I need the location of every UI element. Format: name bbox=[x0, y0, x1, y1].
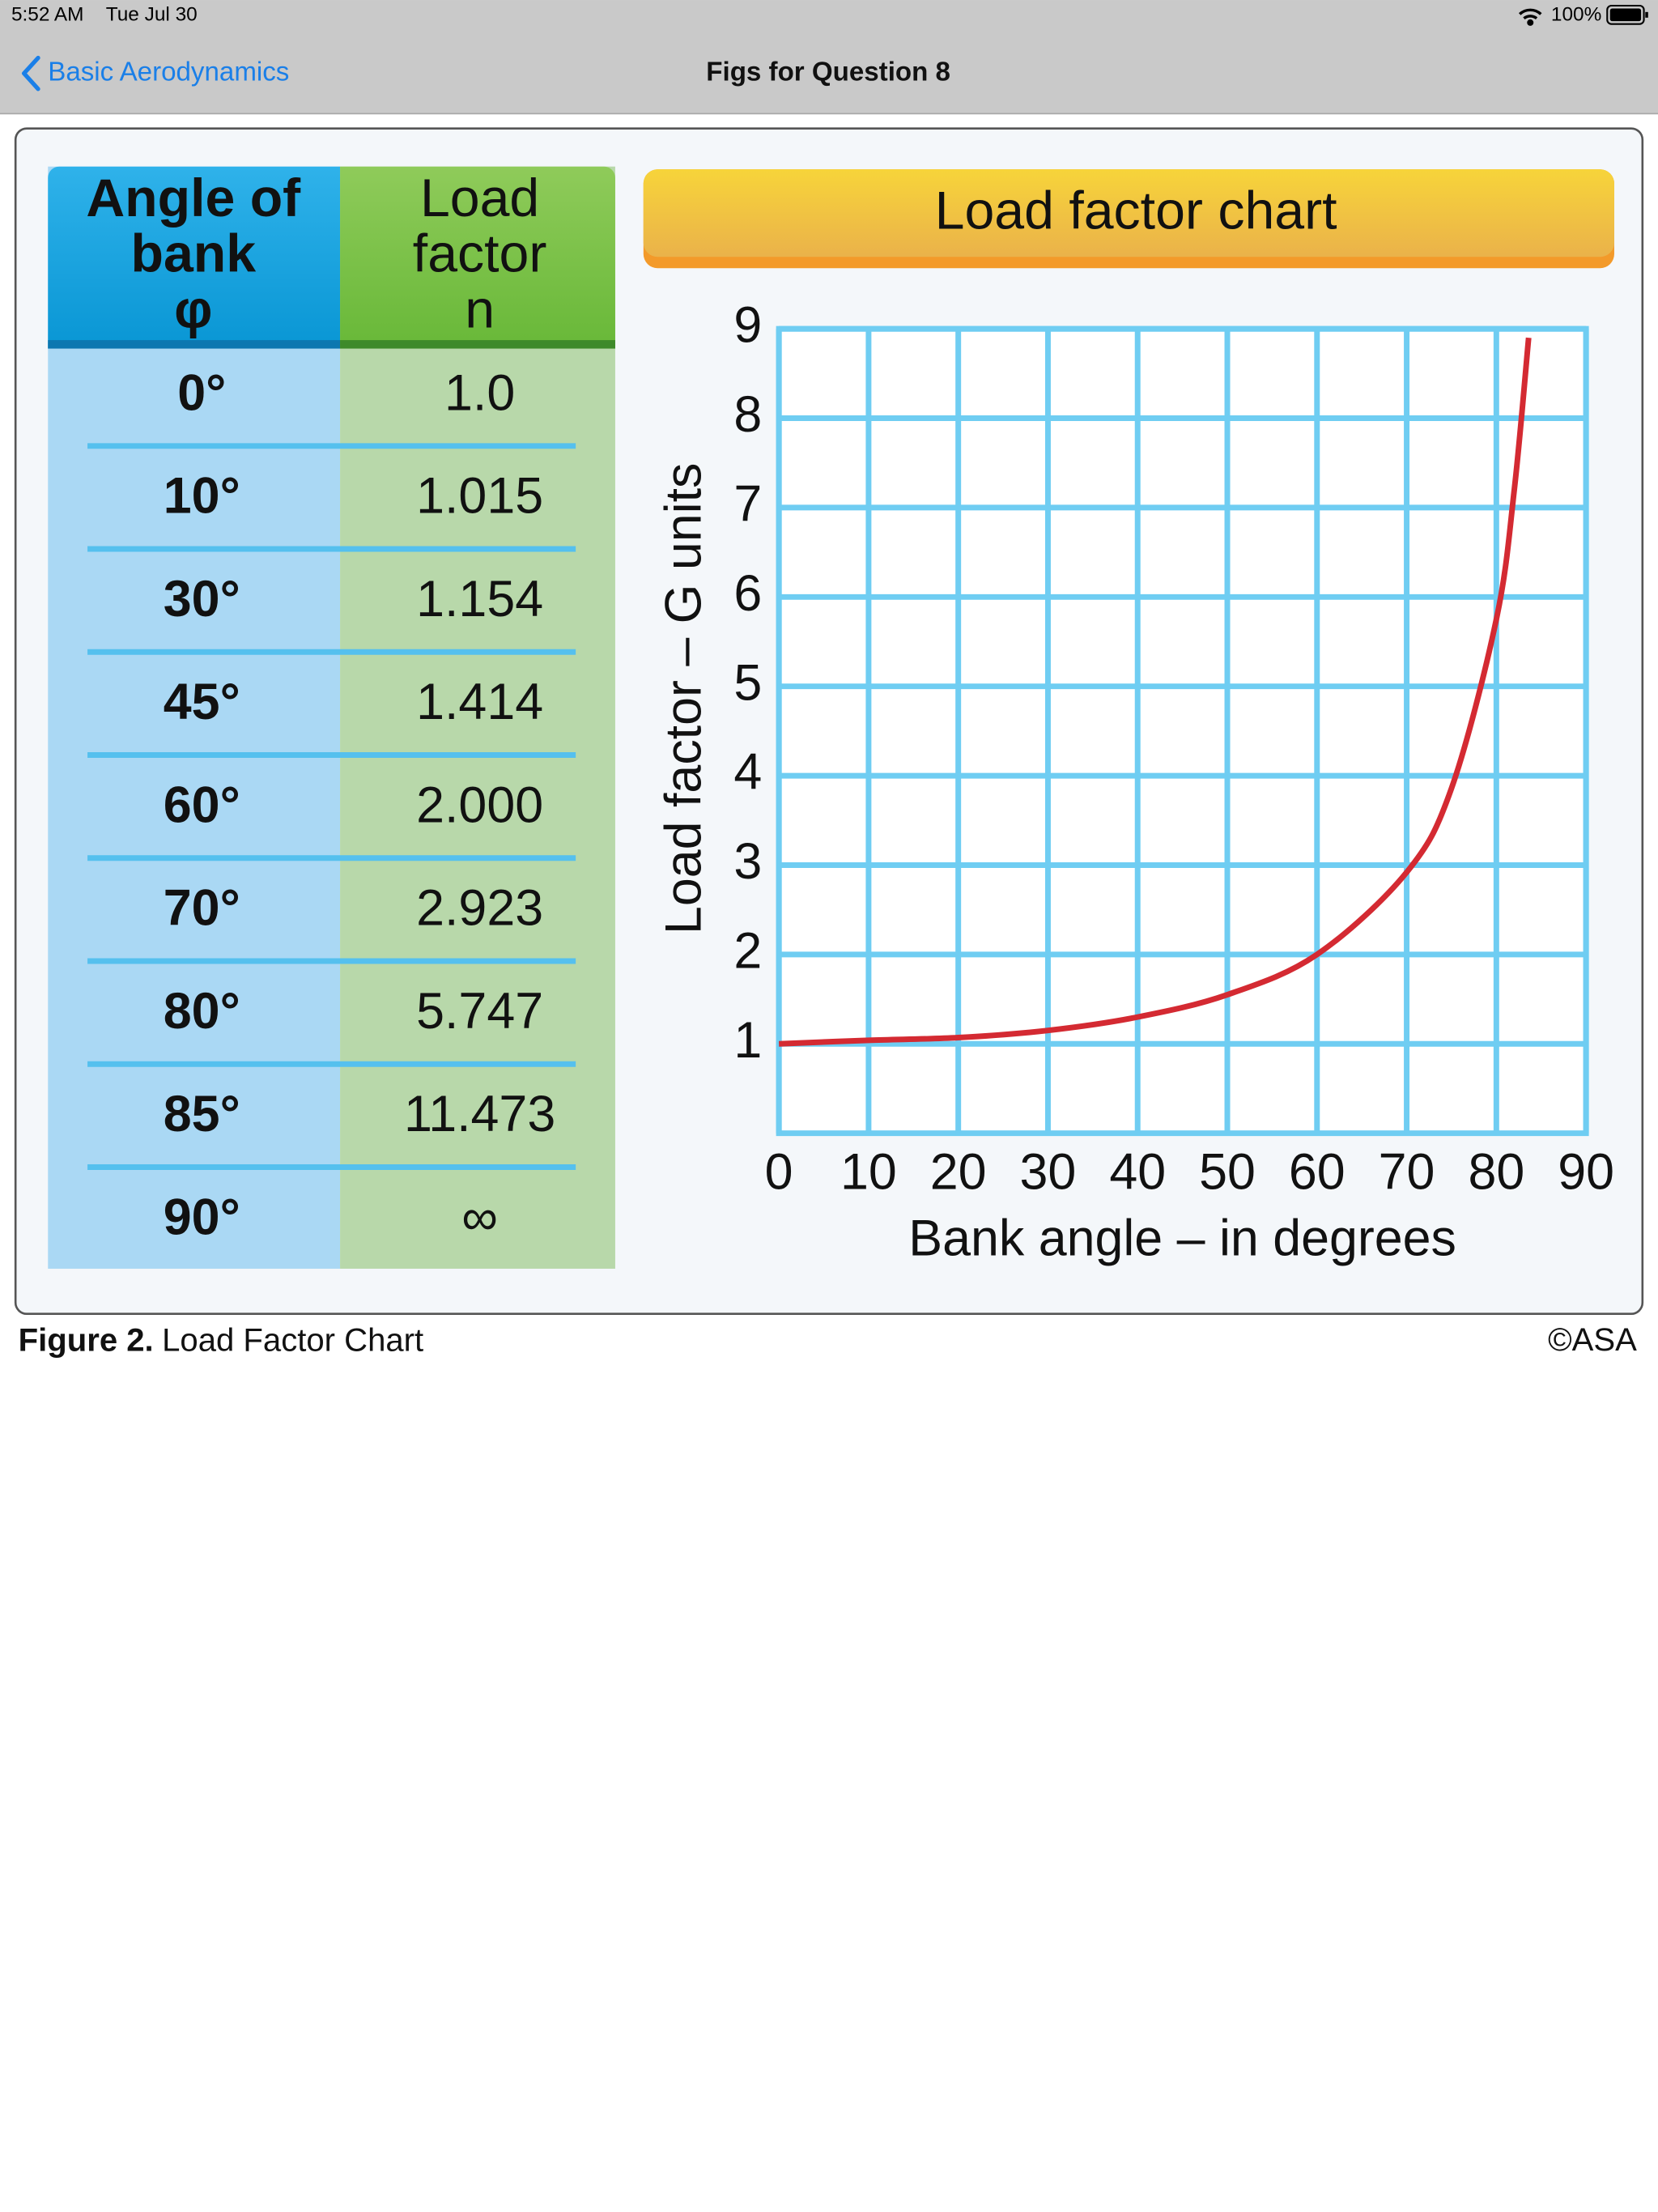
header-shadow bbox=[48, 340, 341, 349]
y-tick-label: 7 bbox=[733, 475, 762, 532]
x-axis-label: Bank angle – in degrees bbox=[908, 1210, 1456, 1266]
cell-text: 90° bbox=[164, 1189, 240, 1245]
battery-level: 100% bbox=[1551, 4, 1601, 26]
status-date: Tue Jul 30 bbox=[106, 4, 198, 26]
cell-text: 0° bbox=[177, 364, 226, 421]
cell-text: 1.015 bbox=[416, 468, 543, 525]
x-tick-label: 10 bbox=[840, 1144, 897, 1201]
y-tick-label: 3 bbox=[733, 833, 762, 890]
status-time: 5:52 AM bbox=[11, 4, 84, 26]
cell-text: 1.414 bbox=[416, 674, 543, 730]
cell-text: 70° bbox=[164, 880, 240, 937]
y-tick-label: 6 bbox=[733, 565, 762, 622]
x-tick-label: 20 bbox=[930, 1144, 987, 1201]
y-tick-label: 9 bbox=[733, 297, 762, 354]
plot-area bbox=[776, 325, 1589, 1137]
plot: 0 10 20 30 40 50 60 70 80 90 1 2 3 4 5 6 7 8 9 bbox=[733, 297, 1614, 1201]
caption-text: Load Factor Chart bbox=[162, 1322, 423, 1358]
y-tick-label: 4 bbox=[733, 744, 762, 801]
x-tick-label: 0 bbox=[765, 1144, 793, 1201]
nav-title: Figs for Question 8 bbox=[706, 57, 950, 87]
column-bg bbox=[48, 166, 341, 1269]
cell-text: 60° bbox=[164, 776, 240, 833]
cell-text: 10° bbox=[164, 468, 240, 525]
top-bar bbox=[0, 0, 1658, 113]
back-label[interactable]: Basic Aerodynamics bbox=[48, 57, 289, 87]
cell-text: 1.0 bbox=[444, 364, 515, 421]
header-text: Load bbox=[420, 168, 539, 228]
cell-text: 5.747 bbox=[416, 983, 543, 1040]
header-text: n bbox=[465, 279, 495, 339]
header-text: Angle of bbox=[86, 168, 301, 228]
y-tick-label: 2 bbox=[733, 922, 762, 979]
cell-text: 11.473 bbox=[404, 1086, 555, 1142]
x-tick-label: 80 bbox=[1468, 1144, 1524, 1201]
header-cell bbox=[48, 166, 341, 349]
cell-text: 2.000 bbox=[416, 776, 543, 833]
cell-text: 85° bbox=[164, 1086, 240, 1142]
cell-text: 45° bbox=[164, 674, 240, 730]
caption-figure: Figure 2. bbox=[19, 1322, 154, 1358]
back-chevron[interactable] bbox=[22, 55, 40, 91]
header-cell bbox=[340, 166, 615, 349]
y-tick-label: 1 bbox=[733, 1012, 762, 1069]
wifi-icon bbox=[1519, 8, 1542, 26]
cell-text: ∞ bbox=[461, 1189, 498, 1245]
header-text: φ bbox=[174, 279, 212, 339]
battery-icon bbox=[1606, 4, 1648, 25]
cell-text: 30° bbox=[164, 571, 240, 627]
back-button[interactable]: Basic Aerodynamics bbox=[22, 55, 290, 91]
y-tick-label: 5 bbox=[733, 654, 762, 711]
chart-title-box bbox=[643, 169, 1614, 269]
header-text: factor bbox=[413, 224, 547, 284]
x-tick-label: 90 bbox=[1558, 1144, 1614, 1201]
x-tick-label: 60 bbox=[1289, 1144, 1346, 1201]
x-tick-label: 30 bbox=[1020, 1144, 1077, 1201]
line bbox=[778, 337, 1532, 1047]
header-text: bank bbox=[131, 224, 257, 284]
y-axis-label: Load factor – G units bbox=[655, 463, 712, 934]
y-tick-label: 8 bbox=[733, 386, 762, 443]
x-tick-label: 40 bbox=[1109, 1144, 1166, 1201]
cell-text: 2.923 bbox=[416, 880, 543, 937]
header-shadow bbox=[340, 340, 615, 349]
caption-credit: ©ASA bbox=[1548, 1322, 1637, 1358]
chart-title: Load factor chart bbox=[935, 181, 1337, 240]
column-bg bbox=[340, 166, 615, 1269]
x-tick-label: 50 bbox=[1199, 1144, 1256, 1201]
x-tick-label: 70 bbox=[1379, 1144, 1435, 1201]
caption: Figure 2. Load Factor Chart bbox=[19, 1322, 424, 1358]
cell-text: 80° bbox=[164, 983, 240, 1040]
cell-text: 1.154 bbox=[416, 571, 543, 627]
